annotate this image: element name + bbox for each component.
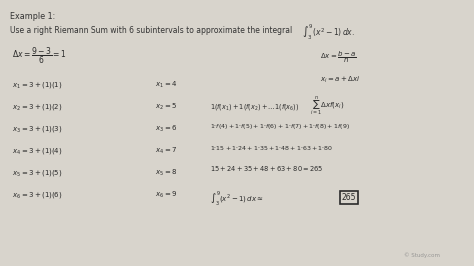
- Text: $x_3 = 3 + (1)(3)$: $x_3 = 3 + (1)(3)$: [12, 124, 63, 134]
- Text: $\Delta x = \dfrac{9-3}{6} = 1$: $\Delta x = \dfrac{9-3}{6} = 1$: [12, 46, 66, 66]
- Text: © Study.com: © Study.com: [404, 252, 440, 258]
- Text: Example 1:: Example 1:: [10, 12, 55, 21]
- Text: $\Delta x = \dfrac{b-a}{n}$: $\Delta x = \dfrac{b-a}{n}$: [320, 50, 357, 65]
- Text: $1(f(x_1)+1(f(x_2)+\ldots 1(f(x_6))$: $1(f(x_1)+1(f(x_2)+\ldots 1(f(x_6))$: [210, 102, 300, 112]
- Text: $15+24+35+48+63+80=265$: $15+24+35+48+63+80=265$: [210, 164, 323, 173]
- Text: $x_i = a + \Delta x i$: $x_i = a + \Delta x i$: [320, 75, 360, 85]
- Text: $\int_{3}^{9}(x^{2}-1)\,dx.$: $\int_{3}^{9}(x^{2}-1)\,dx.$: [302, 22, 355, 42]
- Text: $1{\cdot}f(4)+1{\cdot}f(5)+1{\cdot}f(6)+1{\cdot}f(7)+1{\cdot}f(8)+1f(9)$: $1{\cdot}f(4)+1{\cdot}f(5)+1{\cdot}f(6)+…: [210, 122, 350, 131]
- Text: $\sum_{i=1}^{n}\Delta x f(x_i)$: $\sum_{i=1}^{n}\Delta x f(x_i)$: [310, 95, 345, 117]
- Text: $x_2 = 3 + (1)(2)$: $x_2 = 3 + (1)(2)$: [12, 102, 63, 112]
- Text: $x_1 = 3 + (1)(1)$: $x_1 = 3 + (1)(1)$: [12, 80, 63, 90]
- Text: 265: 265: [342, 193, 356, 202]
- Text: $x_2 = 5$: $x_2 = 5$: [155, 102, 177, 112]
- Text: $x_6 = 3 + (1)(6)$: $x_6 = 3 + (1)(6)$: [12, 190, 63, 200]
- Text: $x_4 = 3 + (1)(4)$: $x_4 = 3 + (1)(4)$: [12, 146, 63, 156]
- Text: $x_4 = 7$: $x_4 = 7$: [155, 146, 177, 156]
- Text: Use a right Riemann Sum with 6 subintervals to approximate the integral: Use a right Riemann Sum with 6 subinterv…: [10, 26, 292, 35]
- Text: $1{\cdot}15+1{\cdot}24+1{\cdot}35+1{\cdot}48+1{\cdot}63+1{\cdot}80$: $1{\cdot}15+1{\cdot}24+1{\cdot}35+1{\cdo…: [210, 144, 333, 152]
- Text: $\int_{3}^{9}(x^{2}-1)\,dx \approx$: $\int_{3}^{9}(x^{2}-1)\,dx \approx$: [210, 190, 264, 209]
- Text: $x_6 = 9$: $x_6 = 9$: [155, 190, 177, 200]
- Text: $x_3 = 6$: $x_3 = 6$: [155, 124, 177, 134]
- Text: $x_1 = 4$: $x_1 = 4$: [155, 80, 177, 90]
- Text: $x_5 = 3 + (1)(5)$: $x_5 = 3 + (1)(5)$: [12, 168, 63, 178]
- Text: $x_5 = 8$: $x_5 = 8$: [155, 168, 177, 178]
